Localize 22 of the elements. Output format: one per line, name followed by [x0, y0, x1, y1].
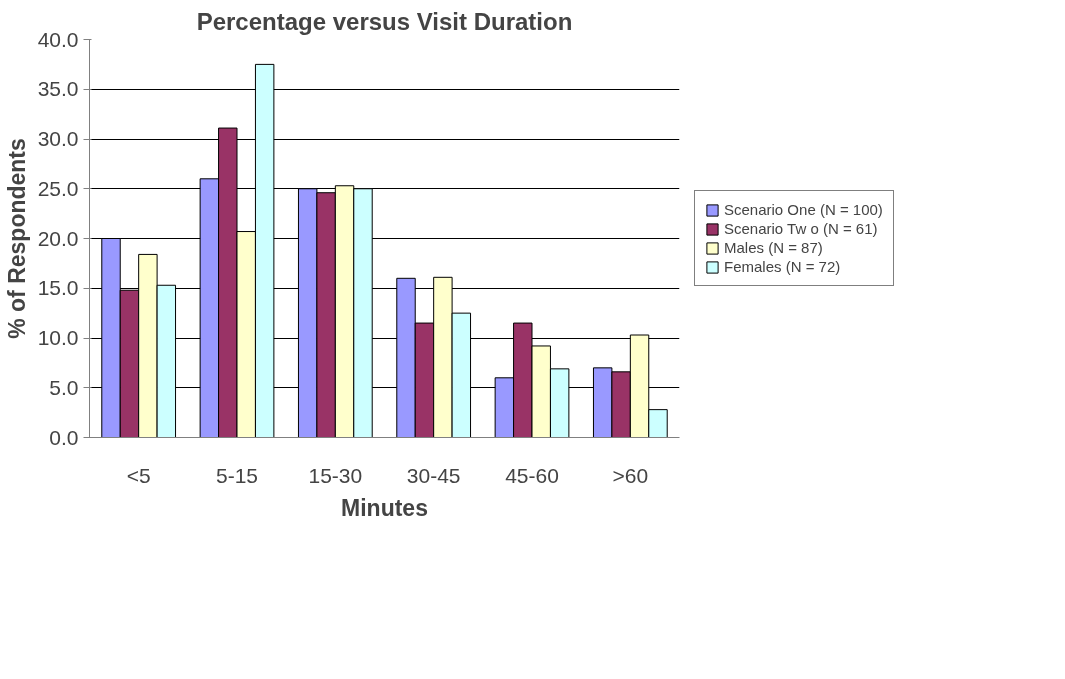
- y-tick-label: 25.0: [37, 176, 79, 200]
- y-tick-label: 35.0: [37, 77, 79, 101]
- legend-label: Females (N = 72): [724, 258, 841, 275]
- chart-title: Percentage versus Visit Duration: [196, 7, 573, 35]
- y-tick-label: 5.0: [49, 375, 79, 399]
- y-tick-label: 40.0: [37, 27, 79, 51]
- x-tick-label: <5: [126, 463, 151, 487]
- x-tick-label: >60: [612, 463, 649, 487]
- y-tick-label: 30.0: [37, 127, 79, 150]
- legend-label: Scenario Tw o (N = 61): [724, 220, 878, 237]
- x-axis-title: Minutes: [341, 494, 428, 521]
- x-tick-label: 5-15: [215, 463, 259, 487]
- y-tick-label: 10.0: [37, 326, 79, 349]
- y-tick-label: 20.0: [37, 226, 79, 250]
- x-tick-label: 30-45: [406, 463, 461, 487]
- y-tick-label: 0.0: [49, 425, 79, 449]
- y-axis-title: % of Respondents: [3, 138, 30, 339]
- legend-label: Scenario One (N = 100): [724, 201, 883, 218]
- y-tick-label: 15.0: [37, 276, 79, 300]
- legend-label: Males (N = 87): [724, 239, 823, 256]
- x-tick-label: 45-60: [505, 463, 559, 487]
- x-tick-label: 15-30: [308, 463, 363, 487]
